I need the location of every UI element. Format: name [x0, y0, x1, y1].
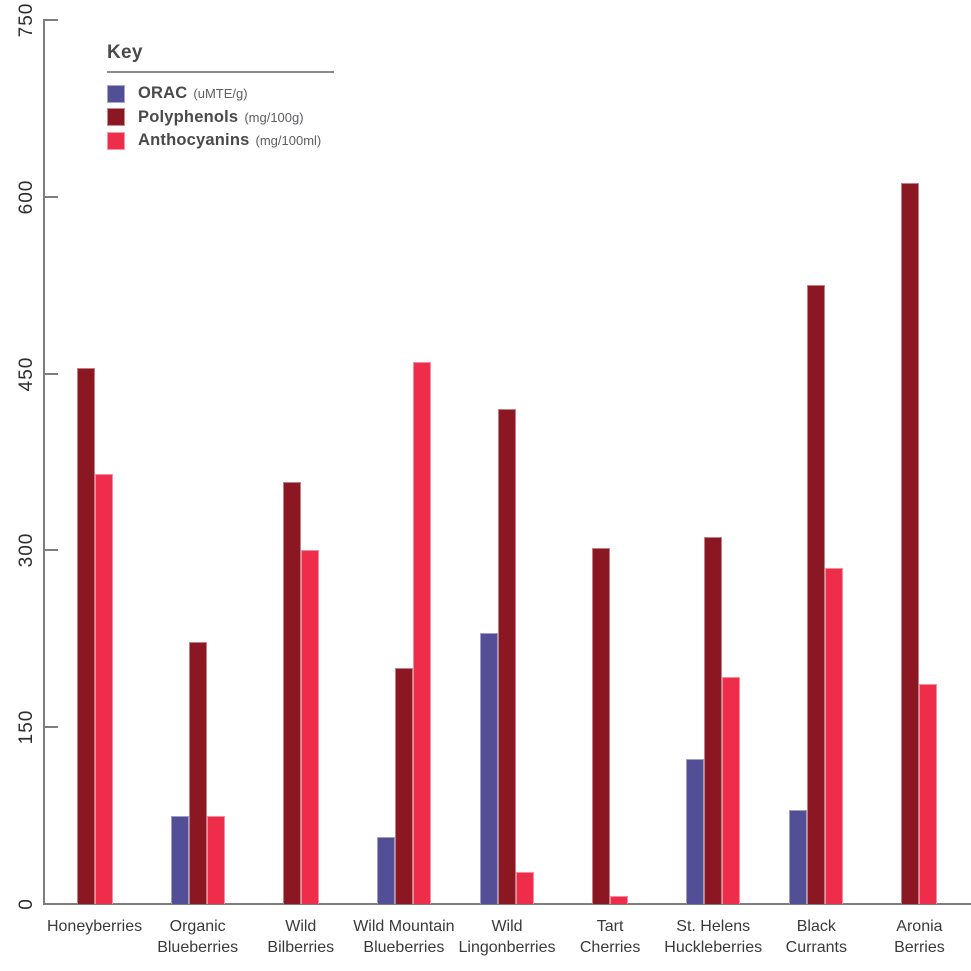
bar-anthocyanins	[919, 683, 938, 904]
bar-polyphenols	[592, 548, 611, 904]
y-tick-mark	[45, 549, 58, 552]
legend: Key ORAC (uMTE/g) Polyphenols (mg/100g) Anth…	[107, 42, 347, 153]
x-axis	[43, 903, 971, 905]
legend-item-polyphenols: Polyphenols (mg/100g)	[107, 106, 347, 130]
x-axis-label: Wild Bilberries	[267, 918, 335, 956]
bar-group	[868, 20, 971, 904]
bar-group	[43, 20, 146, 904]
legend-underline	[107, 71, 334, 73]
y-tick-mark	[45, 372, 58, 375]
bar-polyphenols	[807, 285, 826, 904]
legend-swatch-anthocyanins	[107, 131, 125, 150]
bar-anthocyanins	[412, 361, 431, 904]
x-axis-labels: Honeyberries Organic Blueberries Wild Bilb…	[43, 916, 971, 958]
legend-series-unit: (uMTE/g)	[193, 86, 248, 102]
bar-anthocyanins	[825, 568, 844, 904]
x-axis-label: St. Helens Huckleberries	[664, 918, 763, 956]
x-axis-label: Wild Mountain Blueberries	[353, 918, 455, 956]
y-tick-mark	[45, 195, 58, 198]
bar-polyphenols	[704, 537, 723, 904]
bar-anthocyanins	[206, 815, 225, 904]
legend-title: Key	[107, 42, 143, 63]
bar-group	[146, 20, 249, 904]
bar-polyphenols	[901, 182, 920, 904]
x-axis-label: Honeyberries	[46, 918, 143, 935]
bar-polyphenols	[282, 482, 301, 904]
bar-polyphenols	[497, 408, 516, 904]
plot-area	[43, 20, 971, 904]
bar-anthocyanins	[515, 872, 534, 904]
bar-orac	[479, 632, 498, 904]
legend-series-name: ORAC	[138, 84, 188, 103]
y-tick-label: 600	[16, 179, 37, 215]
bar-group	[249, 20, 352, 904]
bar-group	[662, 20, 765, 904]
bar-polyphenols	[188, 642, 207, 904]
bar-anthocyanins	[94, 473, 113, 904]
y-tick-label: 300	[16, 533, 37, 568]
bar-orac	[170, 815, 189, 904]
y-tick-mark	[45, 726, 58, 729]
bar-group	[559, 20, 662, 904]
bar-anthocyanins	[722, 676, 741, 904]
legend-series-unit: (mg/100g)	[244, 109, 304, 125]
legend-series-unit: (mg/100ml)	[255, 133, 322, 149]
y-tick-label: 750	[16, 2, 37, 38]
x-axis-label: Tart Cherries	[579, 918, 641, 956]
bar-orac	[376, 836, 395, 904]
bar-anthocyanins	[300, 550, 319, 904]
y-axis	[43, 19, 45, 905]
y-tick-label: 150	[16, 709, 37, 745]
x-axis-label: Aronia Berries	[894, 918, 945, 956]
y-tick-label: 0	[16, 898, 37, 910]
legend-item-orac: ORAC (uMTE/g)	[107, 82, 347, 106]
bar-group	[765, 20, 868, 904]
legend-item-anthocyanins: Anthocyanins (mg/100ml)	[107, 129, 347, 153]
bar-polyphenols	[394, 668, 413, 904]
bar-group	[455, 20, 558, 904]
bar-group	[352, 20, 455, 904]
legend-series-name: Polyphenols	[138, 107, 239, 126]
bar-orac	[789, 809, 808, 904]
legend-series-name: Anthocyanins	[138, 131, 250, 150]
bar-orac	[686, 759, 705, 904]
bar-anthocyanins	[610, 895, 629, 904]
legend-swatch-orac	[107, 84, 125, 103]
y-tick-label: 450	[16, 356, 37, 391]
legend-swatch-polyphenols	[107, 108, 125, 127]
bar-polyphenols	[76, 367, 95, 904]
y-tick-mark	[45, 19, 58, 21]
legend-items: ORAC (uMTE/g) Polyphenols (mg/100g) Anthocya…	[107, 82, 347, 153]
x-axis-label: Wild Lingonberries	[458, 918, 556, 956]
x-axis-label: Black Currants	[785, 918, 847, 956]
x-axis-label: Organic Blueberries	[157, 918, 239, 956]
